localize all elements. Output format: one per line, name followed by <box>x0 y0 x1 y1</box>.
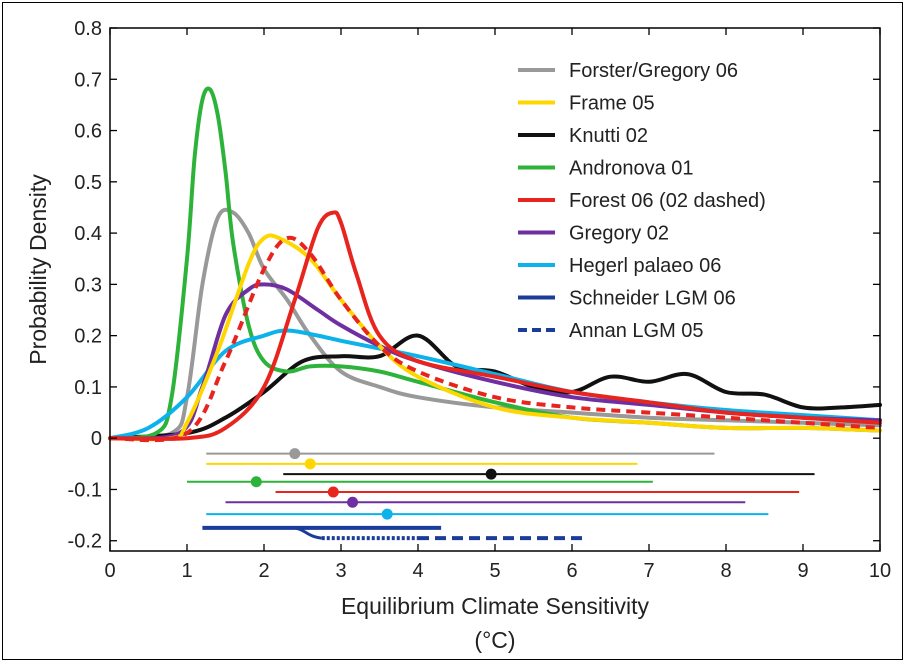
y-tick-label: 0.5 <box>74 172 102 194</box>
median-forster-gregory-06 <box>289 448 301 460</box>
legend-label-annan-lgm-05: Annan LGM 05 <box>569 320 704 342</box>
y-axis-label: Probability Density <box>25 174 51 365</box>
x-tick-label: 4 <box>412 560 423 582</box>
legend-label-knutti-02: Knutti 02 <box>569 125 648 147</box>
x-tick-label: 0 <box>104 560 115 582</box>
y-tick-label: 0.7 <box>74 69 102 91</box>
y-tick-label: 0.1 <box>74 377 102 399</box>
legend-label-andronova-01: Andronova 01 <box>569 158 694 180</box>
x-tick-label: 5 <box>489 560 500 582</box>
x-tick-label: 8 <box>720 560 731 582</box>
curve-forest-02 <box>109 235 881 443</box>
y-tick-label: -0.1 <box>68 479 102 501</box>
y-tick-label: 0.3 <box>74 274 102 296</box>
y-tick-label: 0.2 <box>74 326 102 348</box>
y-tick-label: 0.6 <box>74 121 102 143</box>
y-tick-label: -0.2 <box>68 531 102 553</box>
x-tick-label: 10 <box>869 560 891 582</box>
legend-label-forster-gregory-06: Forster/Gregory 06 <box>569 60 738 82</box>
ranges-layer <box>187 448 815 541</box>
legend-label-frame-05: Frame 05 <box>569 93 655 115</box>
hook-schneider-lgm-06 <box>294 526 322 540</box>
x-axis-label: Equilibrium Climate Sensitivity <box>341 593 650 619</box>
median-hegerl-palaeo-06 <box>381 508 393 520</box>
x-tick-label: 9 <box>797 560 808 582</box>
legend-label-gregory-02: Gregory 02 <box>569 223 669 245</box>
median-gregory-02 <box>347 496 359 508</box>
y-tick-label: 0.8 <box>74 18 102 40</box>
median-frame-05 <box>304 458 316 470</box>
legend-label-schneider-lgm-06: Schneider LGM 06 <box>569 288 736 310</box>
curves-layer <box>108 86 882 443</box>
x-tick-label: 2 <box>258 560 269 582</box>
legend-label-hegerl-palaeo-06: Hegerl palaeo 06 <box>569 255 721 277</box>
x-tick-label: 7 <box>643 560 654 582</box>
legend: Forster/Gregory 06 Frame 05 Knutti 02 Andro… <box>518 60 766 342</box>
y-tick-label: 0.4 <box>74 223 102 245</box>
x-tick-label: 3 <box>335 560 346 582</box>
median-forest-06-02-dashed <box>327 486 339 498</box>
ticks-layer: 0 1 2 3 4 5 6 7 8 9 10 -0.2 -0.1 0 0.1 0.2 0.3 0.4 0.5 0.6 0… <box>68 18 892 582</box>
median-knutti-02 <box>485 468 497 480</box>
curve-andronova-01 <box>108 86 882 441</box>
x-tick-label: 6 <box>566 560 577 582</box>
y-tick-label: 0 <box>91 428 102 450</box>
x-axis-unit: (°C) <box>474 627 515 653</box>
median-andronova-01 <box>250 476 262 488</box>
curve-frame-05 <box>108 233 882 442</box>
x-tick-label: 1 <box>181 560 192 582</box>
curve-forest-06-02-dashed <box>108 210 882 441</box>
legend-label-forest-06-02-dashed: Forest 06 (02 dashed) <box>569 190 766 212</box>
